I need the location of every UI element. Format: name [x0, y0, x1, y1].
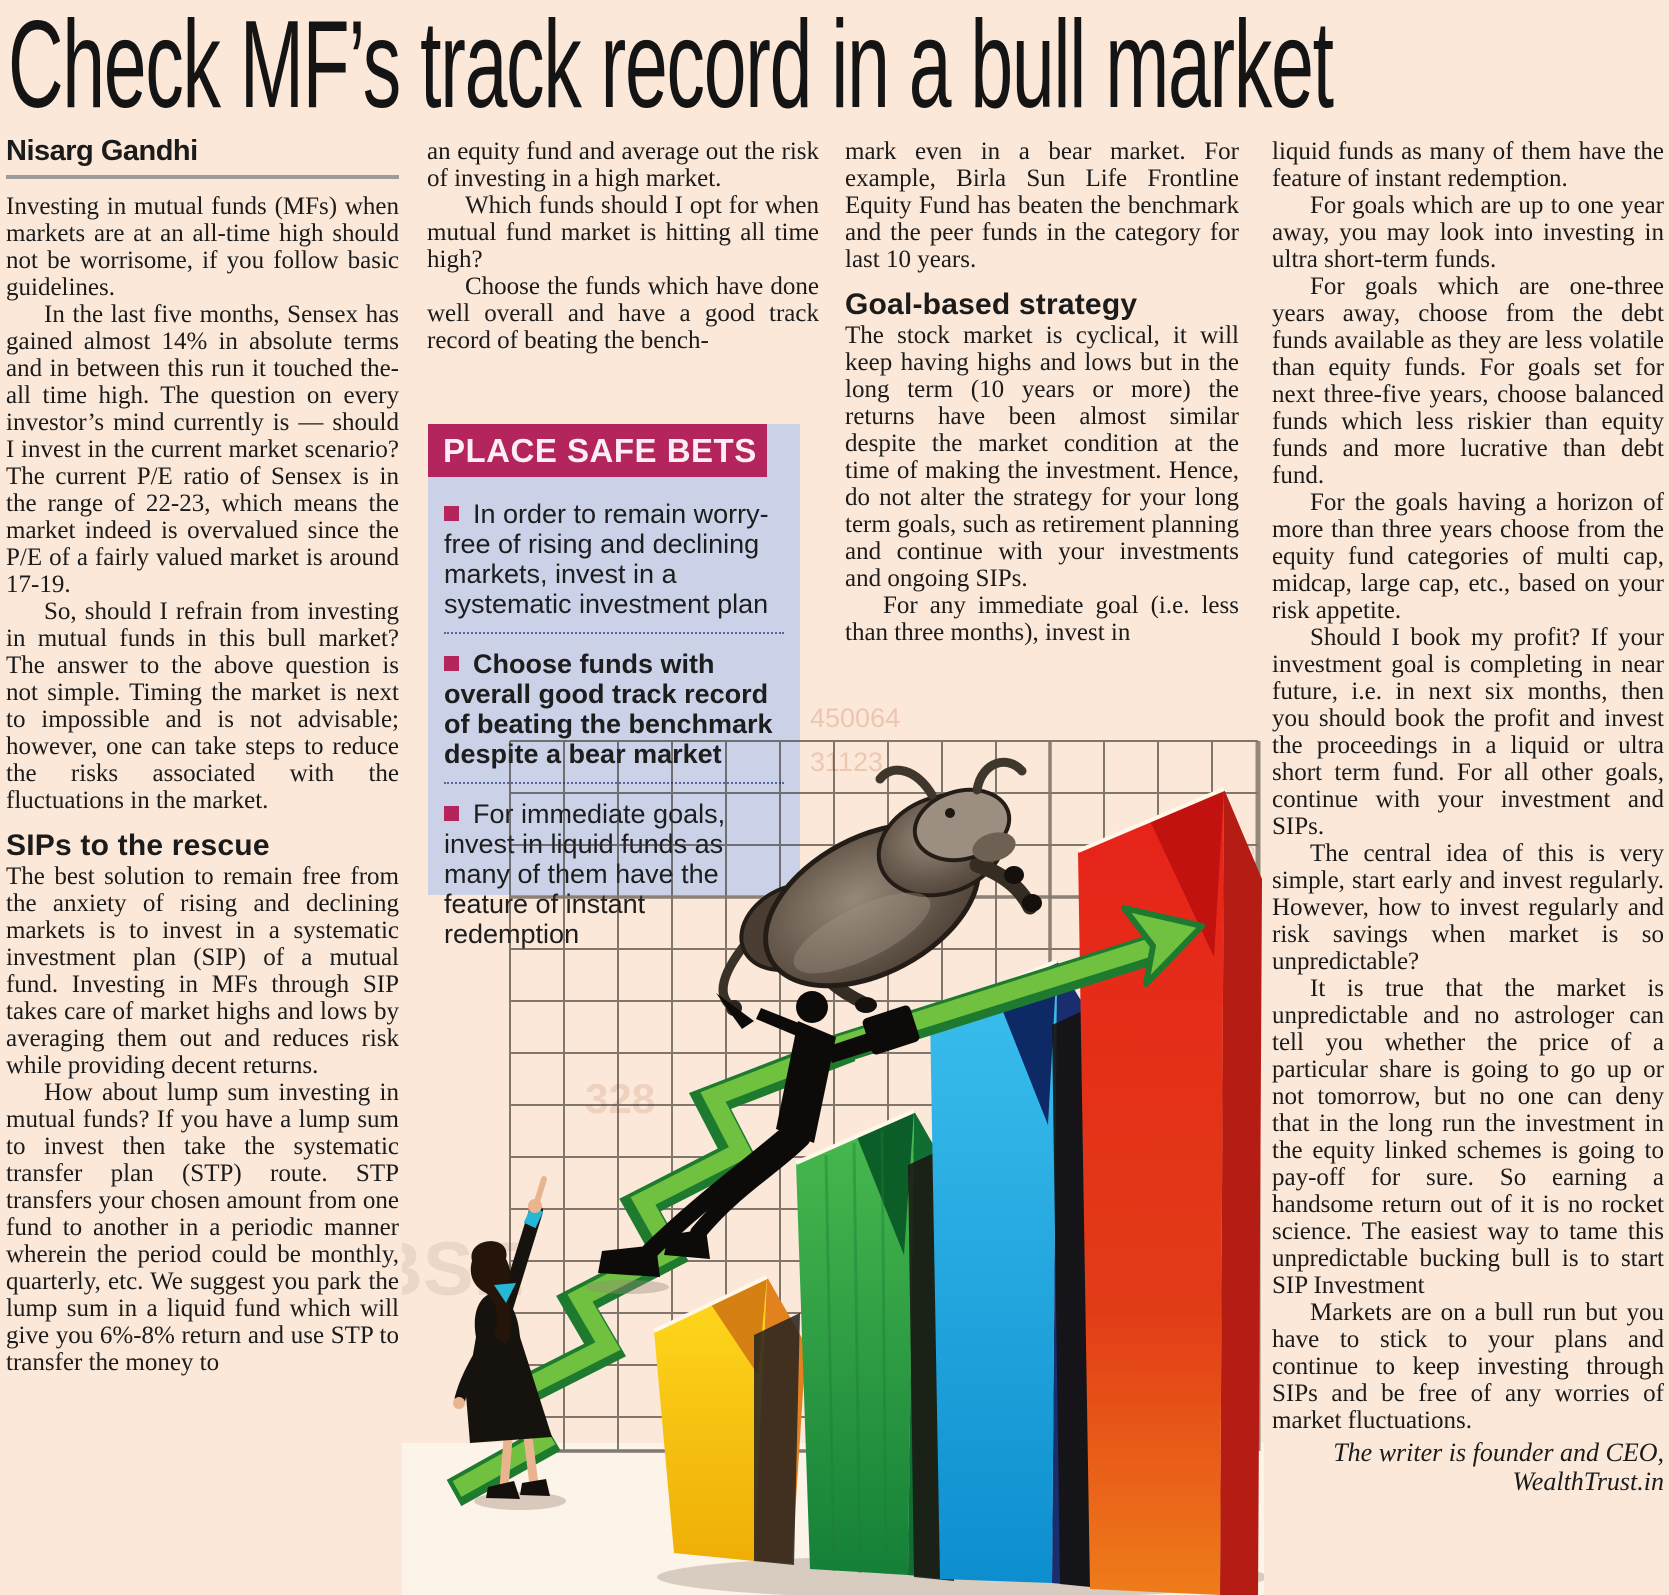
paragraph: In the last five months, Sensex has gain… [6, 301, 399, 598]
cyan-collar [494, 1283, 516, 1303]
bullet-text: In order to remain worry-free of rising … [444, 499, 769, 619]
paragraph: Markets are on a bull run but you have t… [1272, 1299, 1664, 1434]
paragraph: The central idea of this is very simple,… [1272, 840, 1664, 975]
businessman-silhouette [585, 991, 920, 1294]
square-bullet-icon [444, 656, 459, 671]
panel-bullet-item: Choose funds with overall good track rec… [444, 649, 784, 769]
section-heading-sips: SIPs to the rescue [6, 829, 270, 862]
square-bullet-icon [444, 806, 459, 821]
woman-figure [453, 1176, 566, 1510]
watermark-ghost-number: 328 [585, 1075, 655, 1122]
paragraph: For any immediate goal (i.e. less than t… [845, 592, 1239, 646]
author-credit: The writer is founder and CEO, WealthTru… [1272, 1438, 1664, 1496]
column-2: an equity fund and average out the risk … [427, 138, 819, 354]
bar-gap-shadow [754, 1313, 800, 1565]
paragraph: Choose the funds which have done well ov… [427, 273, 819, 354]
bar-red [1077, 787, 1262, 1595]
bull-horn [972, 757, 1027, 795]
column-1: Nisarg Gandhi Investing in mutual funds … [6, 135, 399, 1376]
paragraph: How about lump sum investing in mutual f… [6, 1079, 399, 1376]
paragraph: So, should I refrain from investing in m… [6, 598, 399, 814]
paragraph: For goals which are up to one year away,… [1272, 192, 1664, 273]
watermark-number: 450064 [810, 703, 900, 733]
credit-line-1: The writer is founder and CEO, [1333, 1438, 1664, 1467]
paragraph: The best solution to remain free from th… [6, 863, 399, 1079]
panel-header: PLACE SAFE BETS [428, 424, 767, 477]
byline-rule [6, 175, 399, 179]
watermark-number: 31123 [810, 747, 883, 777]
paragraph: For the goals having a horizon of more t… [1272, 489, 1664, 624]
paragraph: It is true that the market is unpredicta… [1272, 975, 1664, 1299]
bull-horn [875, 765, 937, 800]
dotted-separator [444, 782, 784, 784]
bar-chart-3d [653, 787, 1262, 1595]
bull-icon [718, 757, 1042, 1016]
paragraph: For goals which are one-three years away… [1272, 273, 1664, 489]
paragraph: mark even in a bear market. For example,… [845, 138, 1239, 273]
panel-bullet-item: In order to remain worry-free of rising … [444, 499, 784, 619]
bull-market-illustration: 450064 31123 BSE 328 6466+5+5+6359+ 5+5 … [402, 703, 1264, 1595]
paragraph: an equity fund and average out the risk … [427, 138, 819, 192]
place-safe-bets-panel: PLACE SAFE BETS In order to remain worry… [428, 424, 800, 949]
paragraph: Should I book my profit? If your investm… [1272, 624, 1664, 840]
paragraph: Investing in mutual funds (MFs) when mar… [6, 193, 399, 301]
article-headline: Check MF’s track record in a bull market [8, 0, 1334, 134]
byline: Nisarg Gandhi [6, 135, 198, 167]
section-heading-goal: Goal-based strategy [845, 288, 1138, 321]
column-4: liquid funds as many of them have the fe… [1272, 138, 1664, 1496]
column-3: mark even in a bear market. For example,… [845, 138, 1239, 646]
paragraph: Which funds should I opt for when mutual… [427, 192, 819, 273]
paragraph: The stock market is cyclical, it will ke… [845, 322, 1239, 592]
dotted-separator [444, 632, 784, 634]
pointing-finger [533, 1176, 547, 1208]
square-bullet-icon [444, 506, 459, 521]
paragraph: liquid funds as many of them have the fe… [1272, 138, 1664, 192]
woman-hair [470, 1241, 512, 1345]
bullet-text: Choose funds with overall good track rec… [444, 649, 773, 769]
credit-line-2: WealthTrust.in [1512, 1467, 1664, 1496]
